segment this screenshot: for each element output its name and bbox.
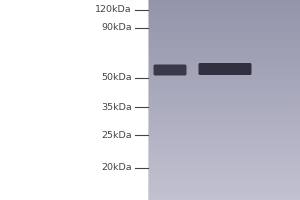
Text: 35kDa: 35kDa (101, 102, 132, 112)
Text: 50kDa: 50kDa (101, 73, 132, 82)
Text: 90kDa: 90kDa (101, 23, 132, 32)
FancyBboxPatch shape (154, 64, 187, 75)
Text: 20kDa: 20kDa (101, 164, 132, 172)
Text: 25kDa: 25kDa (101, 130, 132, 140)
FancyBboxPatch shape (199, 63, 251, 75)
Text: 120kDa: 120kDa (95, 5, 132, 15)
